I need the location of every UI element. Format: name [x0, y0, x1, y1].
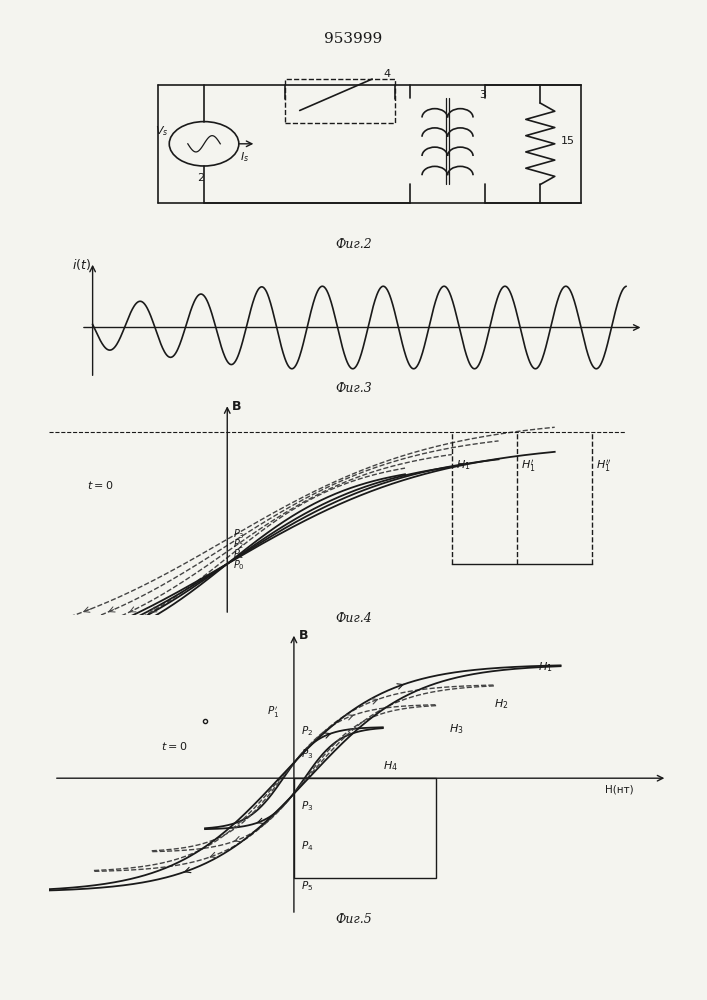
Text: $P_2$: $P_2$ — [233, 537, 245, 551]
Text: 4: 4 — [384, 69, 391, 79]
Text: $P_1'$: $P_1'$ — [267, 705, 279, 720]
Text: $H_4$: $H_4$ — [382, 760, 398, 773]
Text: $i(t)$: $i(t)$ — [72, 257, 91, 272]
Text: $P_4$: $P_4$ — [300, 839, 313, 853]
Text: $H_1''$: $H_1''$ — [596, 458, 611, 474]
Text: 3: 3 — [479, 90, 486, 100]
Text: $P_3$: $P_3$ — [300, 747, 313, 761]
Text: $H_3$: $H_3$ — [450, 723, 464, 736]
Text: 953999: 953999 — [325, 32, 382, 46]
Text: $P_3$: $P_3$ — [300, 800, 313, 813]
Text: $P_2$: $P_2$ — [300, 724, 312, 738]
Text: $P_3$: $P_3$ — [233, 527, 245, 541]
Text: Фиг.4: Фиг.4 — [335, 612, 372, 625]
Text: 2: 2 — [197, 173, 204, 183]
Text: $P_1$: $P_1$ — [233, 548, 245, 561]
Bar — [285, 79, 395, 123]
Text: $P_5$: $P_5$ — [300, 879, 312, 893]
Text: Фиг.3: Фиг.3 — [335, 382, 372, 395]
Text: B: B — [232, 400, 241, 413]
Text: $V_s$: $V_s$ — [155, 125, 168, 138]
Text: $t=0$: $t=0$ — [87, 479, 113, 491]
Text: $H_1$: $H_1$ — [538, 660, 553, 674]
Text: $H_1'$: $H_1'$ — [521, 458, 536, 474]
Text: H(нт): H(нт) — [605, 784, 633, 794]
Text: 15: 15 — [561, 136, 575, 146]
Text: B: B — [299, 629, 309, 642]
Text: $H_2$: $H_2$ — [494, 697, 508, 711]
Bar — [294, 778, 436, 878]
Text: $t=0$: $t=0$ — [160, 740, 187, 752]
Text: $H_1$: $H_1$ — [455, 458, 470, 472]
Text: $P_0$: $P_0$ — [233, 558, 245, 572]
Text: Фиг.2: Фиг.2 — [335, 238, 372, 251]
Text: Фиг.5: Фиг.5 — [335, 913, 372, 926]
Text: $I_s$: $I_s$ — [240, 150, 249, 164]
